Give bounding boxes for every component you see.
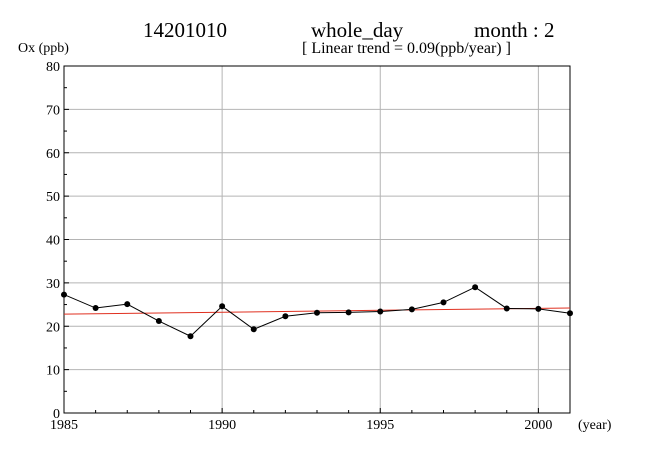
- data-point: [503, 305, 510, 312]
- data-point: [250, 326, 257, 333]
- grid-lines: [64, 66, 570, 413]
- y-tick-label: 10: [46, 364, 60, 379]
- y-tick-label: 40: [46, 234, 60, 249]
- data-point: [124, 301, 131, 308]
- data-point: [345, 309, 352, 316]
- x-tick-label: 1990: [208, 418, 236, 433]
- data-point: [282, 313, 289, 320]
- month-title: month : 2: [474, 18, 555, 42]
- station-code-title: 14201010: [143, 18, 227, 42]
- data-point: [314, 309, 320, 316]
- data-point: [61, 291, 67, 298]
- y-tick-label: 20: [46, 320, 60, 335]
- data-point: [155, 318, 162, 325]
- x-tick-label: 1985: [50, 418, 78, 433]
- y-tick-label: 0: [53, 407, 60, 422]
- y-axis-label: Ox (ppb): [18, 41, 69, 56]
- period-title: whole_day: [311, 18, 404, 42]
- y-tick-label: 80: [46, 60, 60, 75]
- data-point: [408, 306, 415, 313]
- y-tick-label: 60: [46, 147, 60, 162]
- data-point: [92, 305, 99, 312]
- data-points: [61, 284, 573, 340]
- linear-trend-label: [ Linear trend = 0.09(ppb/year) ]: [302, 40, 511, 57]
- data-point: [187, 333, 194, 340]
- axis-ticks: [63, 65, 571, 414]
- data-point: [567, 310, 573, 317]
- data-point: [472, 284, 479, 291]
- y-tick-label: 30: [46, 277, 60, 292]
- x-tick-label: 2000: [524, 418, 552, 433]
- y-tick-labels: 0 10 20 30 40 50 60 70 80: [46, 60, 60, 422]
- x-axis-label: (year): [578, 418, 612, 433]
- x-tick-label: 1995: [366, 418, 394, 433]
- y-tick-label: 50: [46, 190, 60, 205]
- y-tick-label: 70: [46, 103, 60, 118]
- data-point: [440, 299, 447, 306]
- data-point: [535, 305, 542, 312]
- x-tick-labels: 1985 1990 1995 2000: [50, 418, 552, 433]
- data-point: [377, 308, 384, 315]
- data-point: [219, 303, 226, 310]
